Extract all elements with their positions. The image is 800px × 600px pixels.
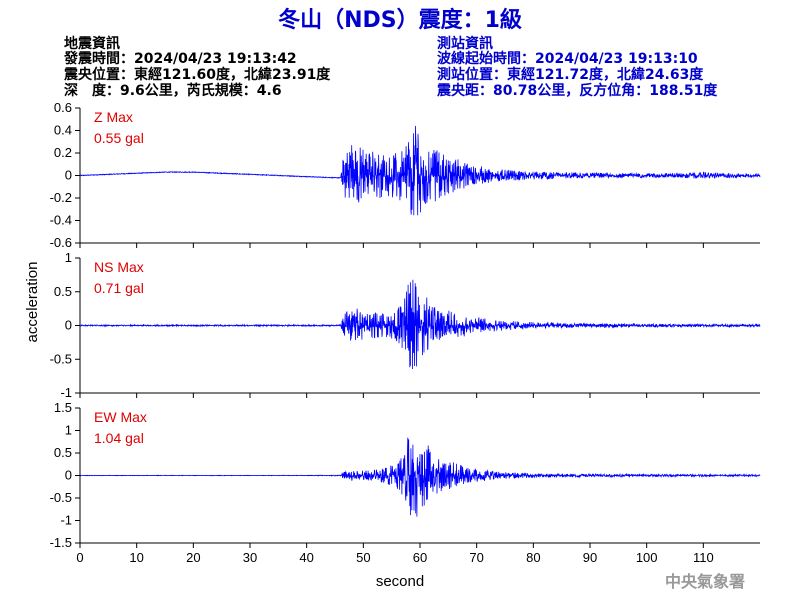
- credit-text: 中央氣象署: [665, 572, 745, 591]
- max-label-z: Z Max: [94, 109, 133, 125]
- x-tick-label: 90: [583, 550, 597, 565]
- y-tick-label: 1: [65, 423, 72, 438]
- y-tick-label: -0.4: [50, 213, 72, 228]
- quake-info-heading: 地震資訊: [64, 35, 120, 52]
- station-info: 測站資訊 波線起始時間：2024/04/23 19:13:10 測站位置：東經1…: [436, 35, 718, 99]
- x-tick-label: 50: [356, 550, 370, 565]
- y-tick-label: -0.5: [50, 490, 72, 505]
- max-label-ns: NS Max: [94, 259, 144, 275]
- y-tick-label: -0.5: [50, 351, 72, 366]
- y-tick-label: -1: [60, 513, 72, 528]
- max-value-ew: 1.04 gal: [94, 430, 144, 446]
- x-axis-label: second: [376, 573, 424, 590]
- x-tick-label: 10: [129, 550, 143, 565]
- trace-line-ns: [79, 279, 761, 370]
- y-tick-label: 0.5: [54, 284, 72, 299]
- station-info-line: 震央距：80.78公里，反方位角：188.51度: [436, 82, 718, 99]
- x-tick-label: 30: [243, 550, 257, 565]
- plot-area: -0.6 -0.4 -0.2 0 0.2 0.4 0.6 Z Max 0.55 gal -1 -0.…: [50, 100, 761, 565]
- x-tick-label: 0: [76, 550, 83, 565]
- y-tick-label: 0: [65, 468, 72, 483]
- quake-info-line: 發震時間：2024/04/23 19:13:42: [63, 50, 297, 67]
- y-tick-label: -1: [60, 385, 72, 400]
- quake-info: 地震資訊 發震時間：2024/04/23 19:13:42 震央位置：東經121…: [63, 35, 331, 99]
- trace-line-z: [79, 125, 761, 216]
- x-tick-label: 60: [413, 550, 427, 565]
- y-tick-label: 0.2: [54, 145, 72, 160]
- y-tick-label: 0.4: [54, 123, 72, 138]
- x-tick-label: 80: [526, 550, 540, 565]
- y-tick-label: 0: [65, 168, 72, 183]
- y-tick-label: 0: [65, 318, 72, 333]
- x-tick-label: 110: [693, 550, 714, 565]
- quake-info-line: 深 度：9.6公里，芮氏規模：4.6: [64, 82, 282, 99]
- station-info-line: 測站位置：東經121.72度，北緯24.63度: [437, 66, 704, 83]
- chart-title: 冬山（NDS）震度：1級: [278, 7, 522, 33]
- y-tick-label: 0.6: [54, 100, 72, 115]
- x-tick-label: 70: [469, 550, 483, 565]
- station-info-heading: 測站資訊: [437, 35, 493, 52]
- quake-info-line: 震央位置：東經121.60度，北緯23.91度: [63, 66, 331, 83]
- y-tick-label: 1: [65, 250, 72, 265]
- y-tick-label: 0.5: [54, 445, 72, 460]
- max-label-ew: EW Max: [94, 409, 147, 425]
- y-tick-label: -0.6: [50, 235, 72, 250]
- max-value-ns: 0.71 gal: [94, 280, 144, 296]
- trace-line-ew: [79, 437, 761, 517]
- y-tick-label: -1.5: [50, 535, 72, 550]
- station-info-line: 波線起始時間：2024/04/23 19:13:10: [437, 50, 698, 67]
- x-tick-label: 100: [636, 550, 658, 565]
- y-tick-label: 1.5: [54, 400, 72, 415]
- x-tick-label: 20: [186, 550, 200, 565]
- y-axis-label: acceleration: [24, 262, 41, 343]
- max-value-z: 0.55 gal: [94, 130, 144, 146]
- x-tick-label: 40: [299, 550, 313, 565]
- y-tick-label: -0.2: [50, 190, 72, 205]
